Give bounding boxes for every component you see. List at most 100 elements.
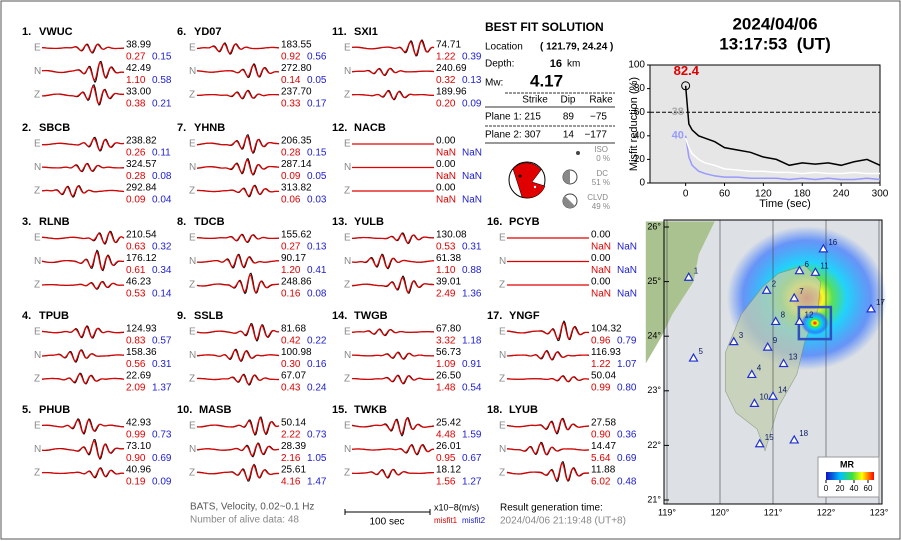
misfit1: 2.16 xyxy=(281,453,301,464)
value-label: 40 xyxy=(672,130,684,142)
synthetic-waveform xyxy=(197,417,280,435)
component-label: N xyxy=(189,66,196,77)
synthetic-waveform xyxy=(41,61,124,81)
y-tick-label: 40 xyxy=(634,130,646,141)
component-label: E xyxy=(344,327,351,338)
component-label: E xyxy=(34,327,41,338)
misfit1: 0.95 xyxy=(436,453,456,464)
component-label: E xyxy=(344,421,351,432)
amplitude: 183.55 xyxy=(281,40,312,51)
station-label: 14 xyxy=(778,385,787,394)
synthetic-waveform xyxy=(351,254,435,269)
amplitude: 22.69 xyxy=(126,371,151,382)
misfit1: 0.92 xyxy=(281,52,301,63)
synthetic-waveform xyxy=(506,442,590,456)
misfit2: 1.05 xyxy=(307,453,327,464)
component-label: Z xyxy=(189,90,195,101)
component-label: Z xyxy=(344,468,350,479)
synthetic-waveform xyxy=(351,328,435,336)
misfit1: 0.99 xyxy=(591,383,611,394)
mt-percent: 51 % xyxy=(592,178,610,187)
synthetic-waveform xyxy=(41,251,125,271)
amplitude: 0.00 xyxy=(591,253,611,264)
component-label: N xyxy=(34,66,41,77)
misfit1: 2.22 xyxy=(281,430,301,441)
misfit2: 0.08 xyxy=(152,171,172,182)
legend-misfit1: misfit1 xyxy=(434,516,458,525)
misfit1: 1.48 xyxy=(436,383,456,394)
misfit2: 0.56 xyxy=(307,52,327,63)
misfit1: 1.09 xyxy=(436,359,456,370)
amplitude: 0.00 xyxy=(591,277,611,288)
station-label: 4 xyxy=(757,364,762,373)
misfit2: 0.08 xyxy=(307,289,327,300)
component-label: E xyxy=(34,421,41,432)
amplitude: 50.14 xyxy=(281,418,306,429)
station-label: 6 xyxy=(805,260,810,269)
amplitude: 27.58 xyxy=(591,418,616,429)
misfit1: 2.49 xyxy=(436,289,456,300)
misfit1: 0.32 xyxy=(436,75,456,86)
misfit2: NaN xyxy=(617,289,637,300)
component-label: Z xyxy=(344,280,350,291)
units: x10−8(m/s) xyxy=(434,502,479,512)
misfit2: 0.13 xyxy=(307,242,327,253)
component-label: N xyxy=(34,162,41,173)
synthetic-waveform xyxy=(41,185,125,197)
misfit2: 0.39 xyxy=(462,52,482,63)
component-label: N xyxy=(344,162,351,173)
station-name: SBCB xyxy=(39,122,70,134)
component-label: Z xyxy=(34,90,40,101)
misfit1: 0.09 xyxy=(126,195,146,206)
station-marker xyxy=(770,316,781,326)
misfit2: 0.67 xyxy=(462,453,482,464)
lon-label: 119° xyxy=(658,507,676,517)
misfit1: 0.28 xyxy=(281,148,301,159)
synthetic-waveform xyxy=(196,349,280,362)
component-label: E xyxy=(189,421,196,432)
misfit1: 0.96 xyxy=(591,336,611,347)
station-label: 1 xyxy=(694,266,699,275)
amplitude: 42.93 xyxy=(126,418,151,429)
component-label: Z xyxy=(34,186,40,197)
station-label: 13 xyxy=(789,353,798,362)
station-name: TPUB xyxy=(39,310,69,322)
amplitude: 38.99 xyxy=(126,40,151,51)
misfit2: NaN xyxy=(617,242,637,253)
component-label: Z xyxy=(344,90,350,101)
legend-misfit2: misfit2 xyxy=(462,516,486,525)
synthetic-waveform xyxy=(196,273,279,294)
station-number: 15. xyxy=(332,404,347,416)
misfit1: 1.56 xyxy=(436,477,456,488)
x-tick-label: 300 xyxy=(872,189,889,200)
component-label: N xyxy=(499,350,506,361)
misfit2: 0.54 xyxy=(462,383,482,394)
component-label: Z xyxy=(344,186,350,197)
lat-label: 22° xyxy=(647,440,661,450)
component-label: N xyxy=(34,256,41,267)
component-label: N xyxy=(189,350,196,361)
station-name: YNGF xyxy=(509,310,540,322)
amplitude: 14.47 xyxy=(591,441,616,452)
station-label: 5 xyxy=(699,347,704,356)
component-label: Z xyxy=(34,468,40,479)
misfit-line xyxy=(684,85,881,167)
synthetic-waveform xyxy=(507,375,589,383)
station-marker xyxy=(810,267,821,276)
amplitude: 176.12 xyxy=(126,253,157,264)
station-number: 16. xyxy=(487,216,502,228)
station-label: 17 xyxy=(876,298,885,307)
amplitude: 46.23 xyxy=(126,277,151,288)
misfit2: 0.11 xyxy=(152,148,171,159)
station-marker xyxy=(746,369,757,379)
misfit2: 0.16 xyxy=(307,359,327,370)
station-number: 6. xyxy=(177,26,186,38)
station-marker xyxy=(818,243,829,253)
amplitude: 73.10 xyxy=(126,441,151,452)
table-header: Rake xyxy=(589,95,613,106)
misfit2: 0.24 xyxy=(307,383,327,394)
synthetic-waveform xyxy=(197,374,280,385)
misfit2: NaN xyxy=(462,148,482,159)
colorbar xyxy=(826,472,874,480)
synthetic-waveform xyxy=(196,64,279,78)
